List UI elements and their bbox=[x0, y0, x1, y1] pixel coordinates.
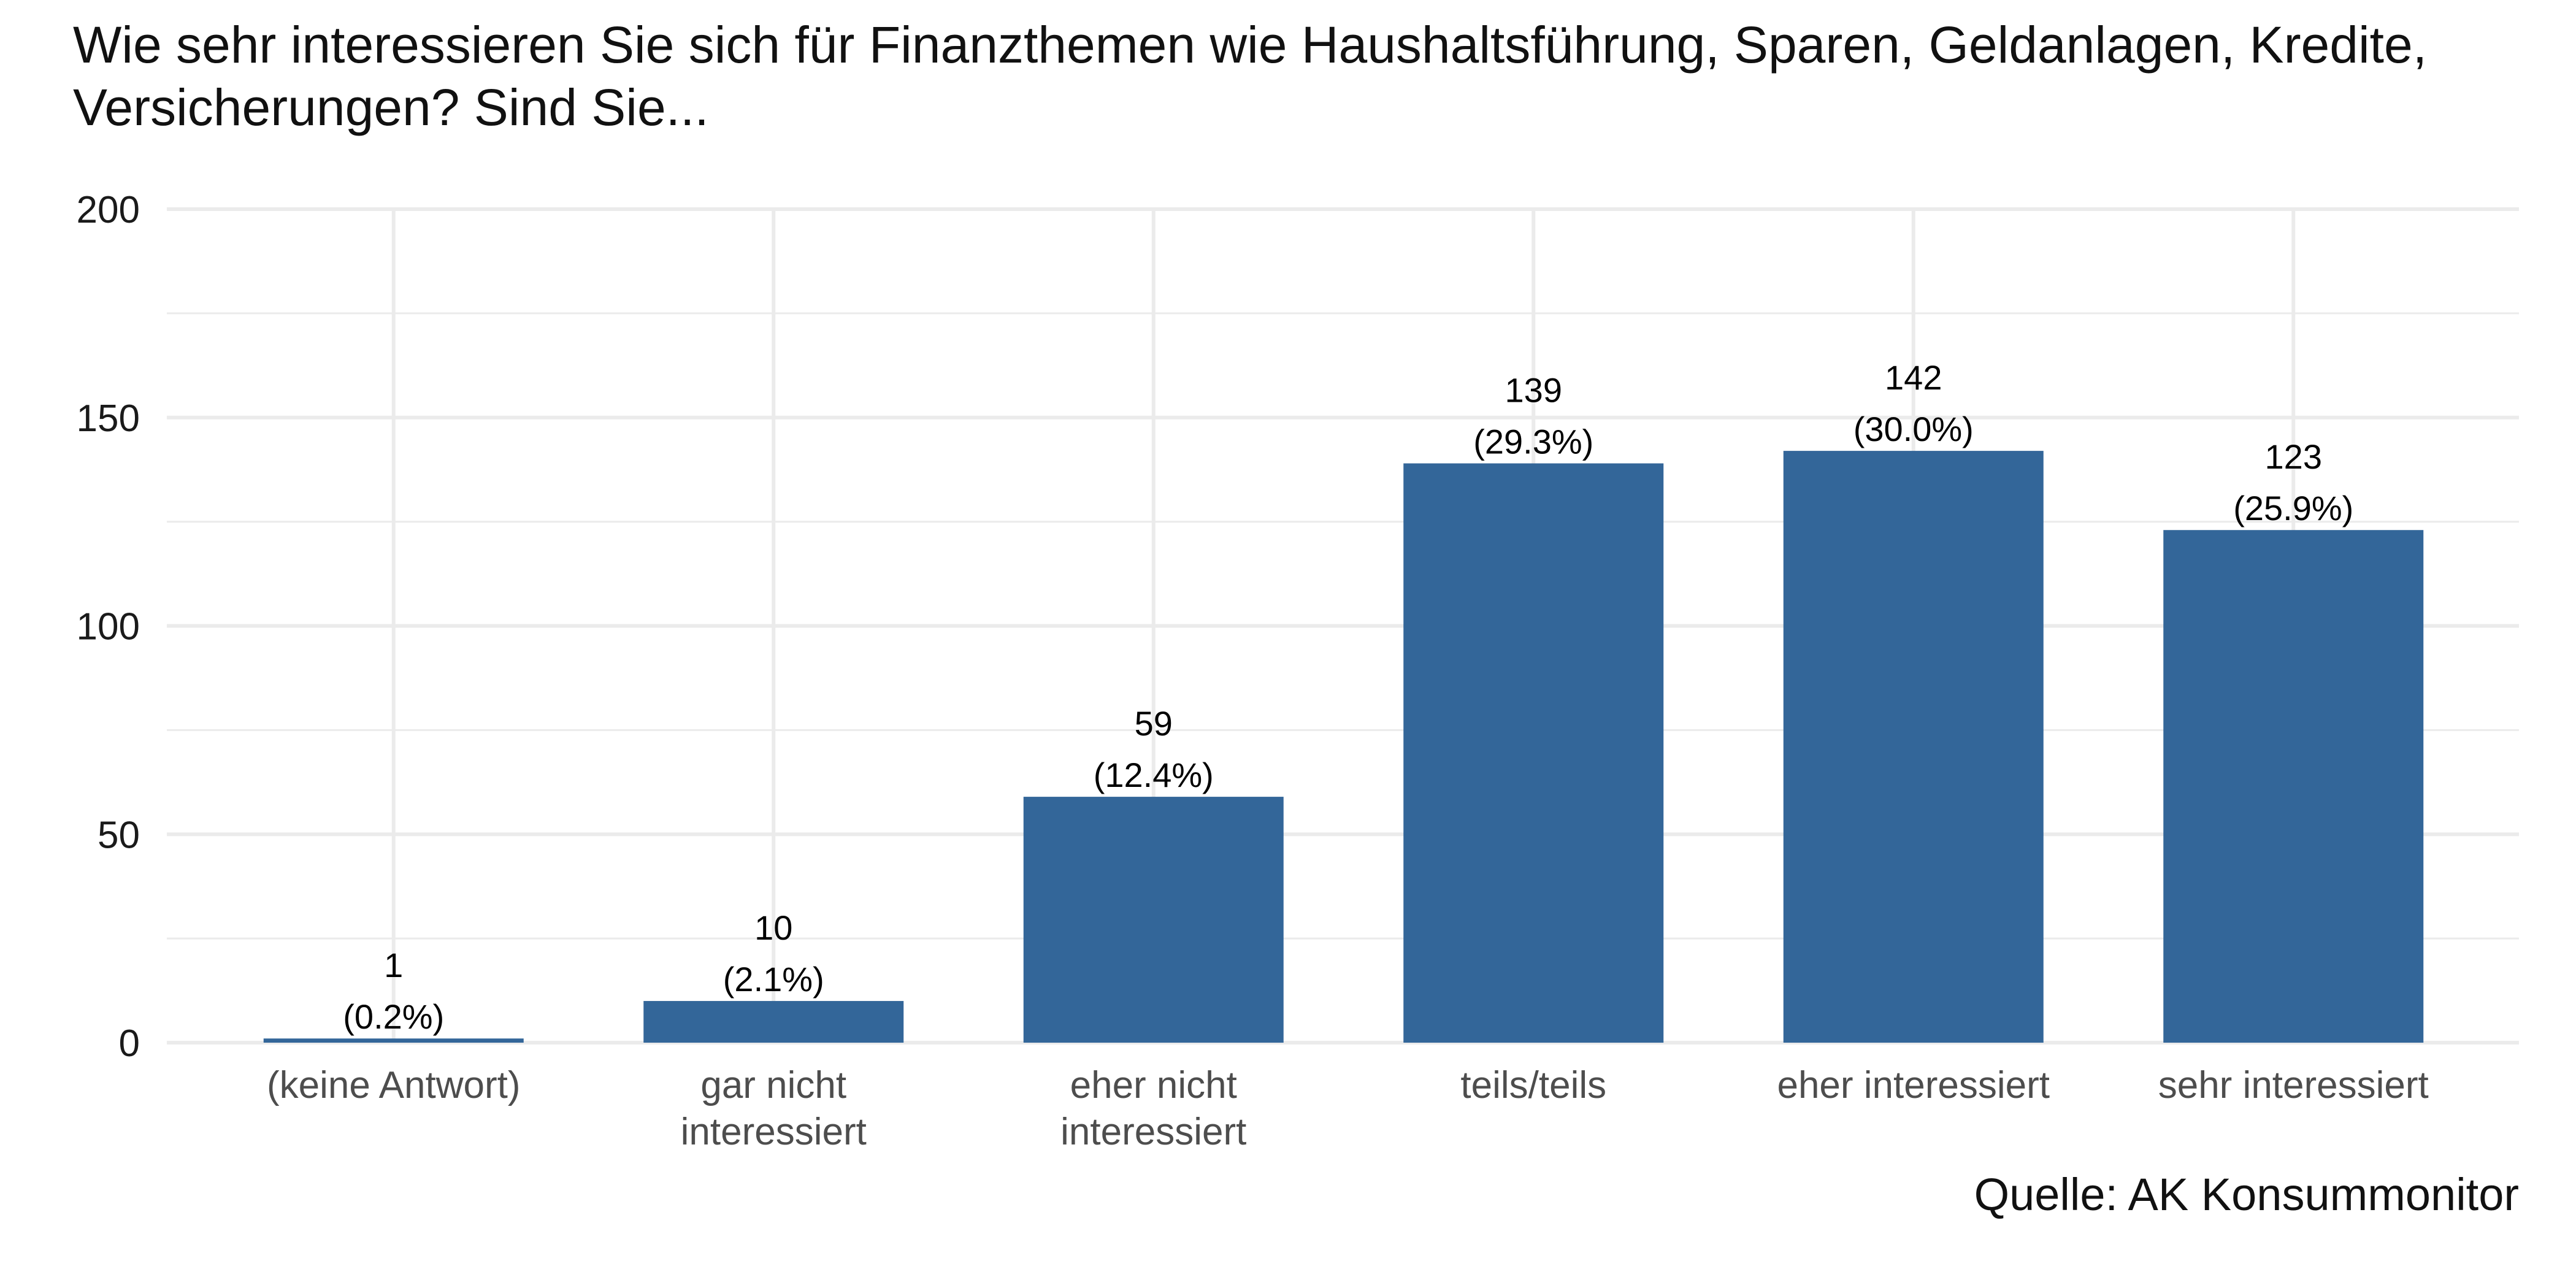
percent-label: (29.3%) bbox=[1473, 422, 1593, 461]
bar bbox=[1783, 451, 2044, 1043]
percent-label: (2.1%) bbox=[723, 960, 824, 999]
bar bbox=[1403, 463, 1664, 1043]
y-tick-label: 50 bbox=[98, 814, 140, 856]
percent-label: (0.2%) bbox=[343, 997, 444, 1036]
value-label: 1 bbox=[384, 946, 403, 984]
chart-source: Quelle: AK Konsummonitor bbox=[1974, 1169, 2519, 1220]
percent-label: (30.0%) bbox=[1853, 410, 1974, 448]
category-label: interessiert bbox=[681, 1111, 867, 1153]
y-tick-label: 100 bbox=[77, 606, 140, 648]
data-labels: 1 (0.2%) 10 (2.1%) 59 (12.4%) 139 (29.3%) 142 (30… bbox=[343, 358, 2353, 1036]
x-axis: (keine Antwort) gar nicht interessiert eher… bbox=[267, 1064, 2429, 1153]
category-label: interessiert bbox=[1060, 1111, 1246, 1153]
y-tick-label: 150 bbox=[77, 397, 140, 440]
category-label: eher nicht bbox=[1070, 1064, 1237, 1106]
y-tick-label: 0 bbox=[119, 1022, 140, 1065]
category-label: eher interessiert bbox=[1777, 1064, 2050, 1106]
category-label: sehr interessiert bbox=[2158, 1064, 2429, 1106]
grid-lines bbox=[167, 207, 2519, 1045]
value-label: 142 bbox=[1885, 358, 1942, 397]
bar bbox=[263, 1038, 524, 1043]
value-label: 123 bbox=[2265, 437, 2322, 476]
y-axis: 0 50 100 150 200 bbox=[77, 189, 140, 1065]
bar bbox=[643, 1001, 904, 1043]
y-tick-label: 200 bbox=[77, 189, 140, 231]
percent-label: (25.9%) bbox=[2233, 489, 2353, 527]
category-label: (keine Antwort) bbox=[267, 1064, 521, 1106]
category-label: gar nicht bbox=[700, 1064, 846, 1106]
chart-title: Wie sehr interessieren Sie sich für Fina… bbox=[73, 16, 2428, 136]
bars bbox=[263, 451, 2424, 1043]
percent-label: (12.4%) bbox=[1094, 756, 1214, 794]
bar bbox=[2163, 530, 2424, 1043]
value-label: 139 bbox=[1505, 370, 1562, 409]
bar bbox=[1023, 797, 1284, 1043]
value-label: 10 bbox=[754, 908, 792, 947]
category-label: teils/teils bbox=[1460, 1064, 1606, 1106]
value-label: 59 bbox=[1135, 704, 1173, 743]
